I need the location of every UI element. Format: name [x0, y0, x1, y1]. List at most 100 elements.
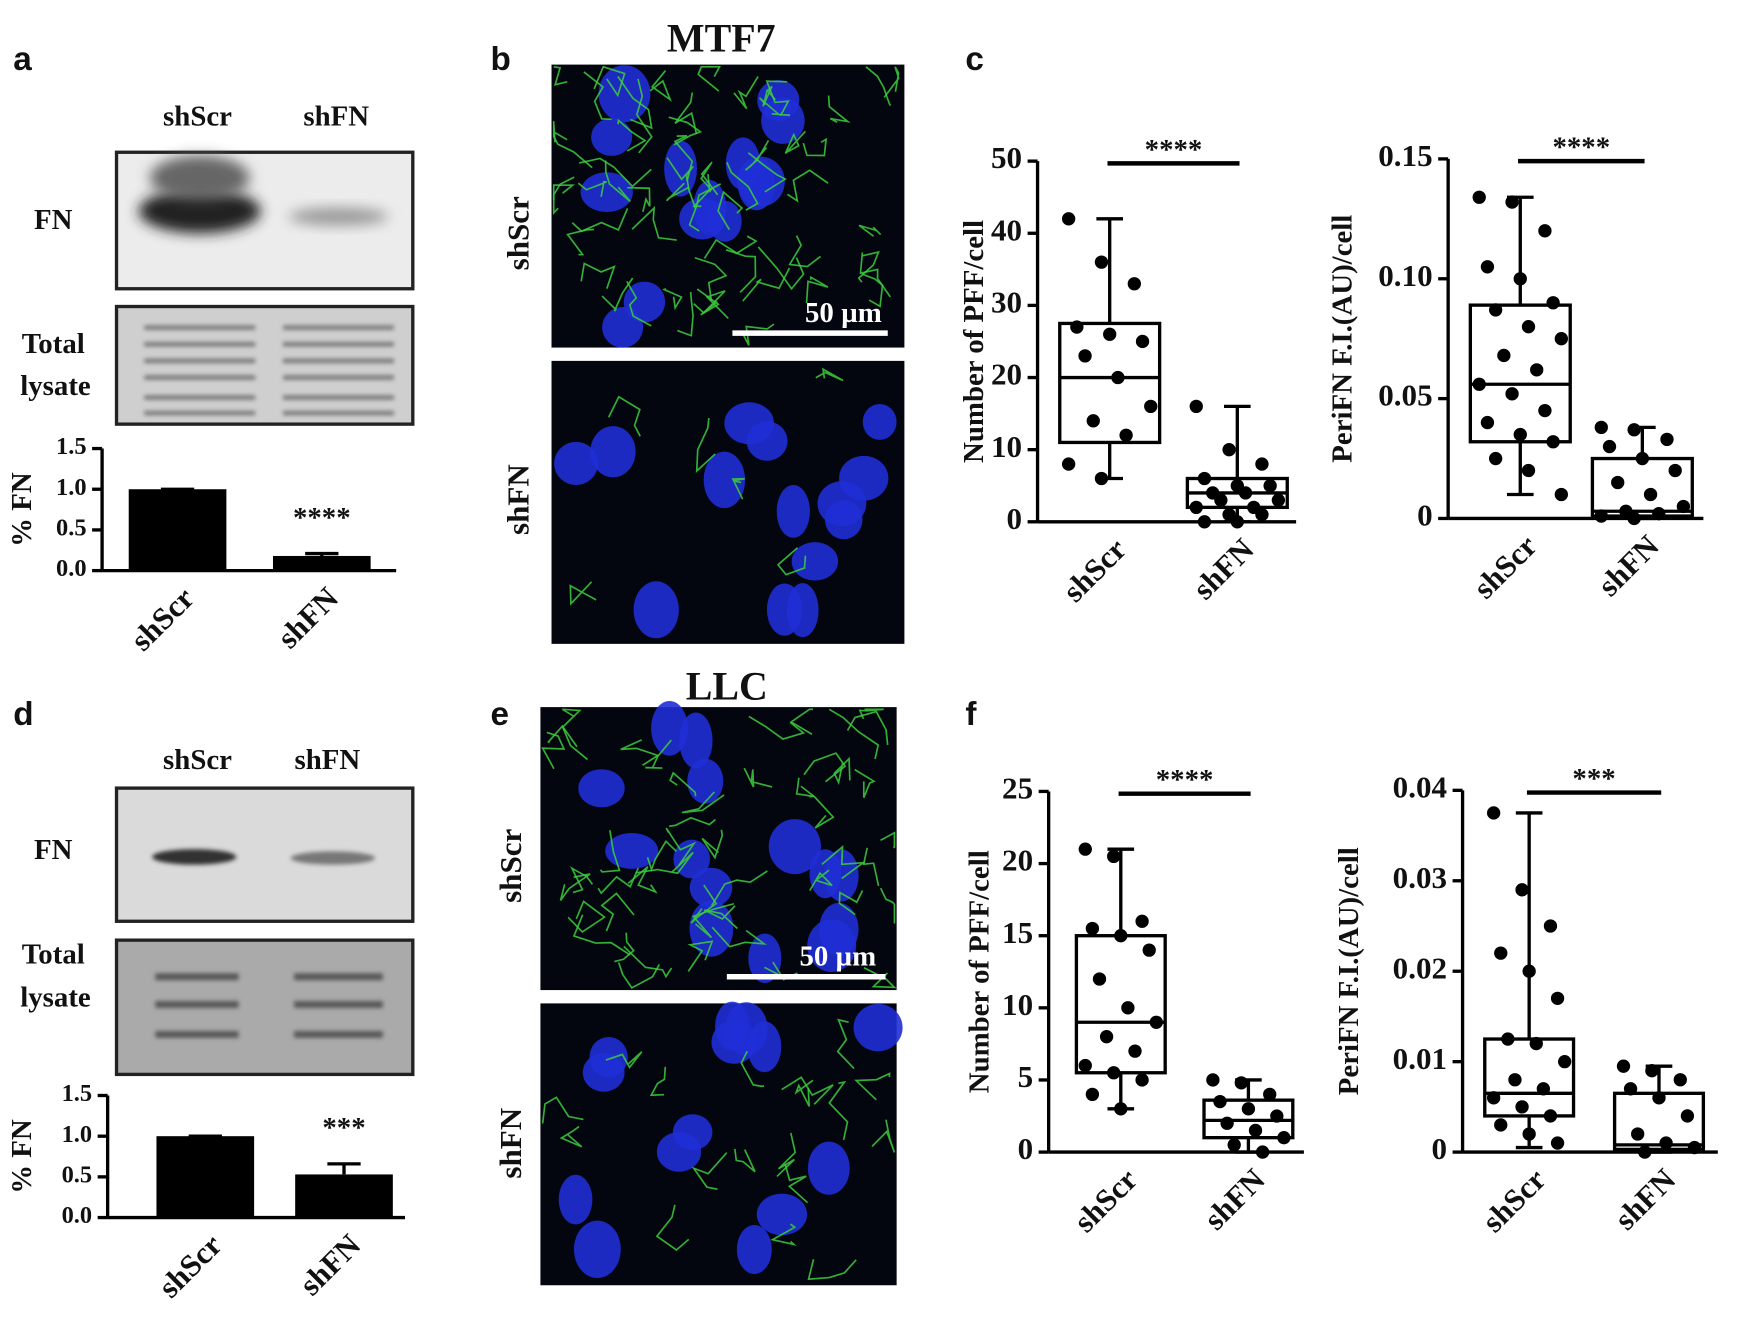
fibril — [803, 752, 847, 783]
fibril — [833, 756, 851, 786]
significance: **** — [1145, 134, 1203, 166]
fibril — [687, 940, 714, 972]
fibril — [541, 731, 566, 770]
fibril — [879, 887, 896, 924]
data-point — [1543, 1109, 1558, 1123]
y-tick-label: 0.0 — [56, 555, 87, 582]
data-point — [1638, 1145, 1652, 1159]
data-point — [1238, 486, 1253, 500]
y-tick-label: 25 — [1002, 771, 1033, 806]
fibril — [649, 70, 672, 102]
fibril — [627, 865, 658, 894]
blot-d — [114, 786, 415, 1077]
data-point — [1558, 1054, 1572, 1069]
nucleus — [786, 583, 819, 638]
y-axis-label: Number of PFF/cell — [964, 850, 996, 1093]
data-point — [1061, 457, 1076, 471]
fibril — [617, 118, 647, 152]
data-point — [1488, 303, 1503, 317]
fibril — [858, 224, 882, 237]
fibril — [691, 902, 735, 939]
fibril — [649, 1066, 667, 1097]
data-point — [1486, 806, 1501, 820]
data-point — [1135, 914, 1149, 928]
y-tick-label: 0 — [1018, 1131, 1034, 1166]
fibril — [703, 905, 738, 930]
data-point — [1635, 451, 1650, 466]
fibril — [566, 228, 595, 256]
fibril — [747, 152, 787, 193]
data-point — [1673, 1073, 1687, 1087]
data-point — [1220, 1116, 1234, 1130]
data-point — [1521, 463, 1536, 478]
y-axis-label: PeriFN F.I.(AU)/cell — [1327, 215, 1359, 463]
fibril — [623, 945, 673, 979]
data-point — [1659, 1136, 1673, 1150]
y-tick-label: 15 — [1002, 915, 1033, 950]
box — [1483, 1037, 1576, 1118]
data-point — [1078, 1058, 1092, 1073]
nucleus — [839, 455, 889, 501]
fibril — [601, 277, 634, 312]
fibril — [748, 715, 806, 741]
data-point — [1189, 500, 1203, 515]
micrograph-title: LLC — [686, 664, 768, 709]
y-tick-label: 40 — [991, 212, 1022, 247]
data-point — [1197, 471, 1212, 486]
nucleus — [736, 156, 785, 207]
fibril — [836, 1018, 855, 1070]
fibril — [561, 708, 582, 748]
fibril — [600, 892, 635, 932]
scale-bar-label: 50 µm — [799, 941, 876, 973]
y-tick-label: 0.5 — [62, 1161, 93, 1188]
data-point — [1554, 487, 1568, 502]
fibril — [717, 190, 744, 231]
nucleus — [746, 421, 788, 461]
significance: **** — [1156, 764, 1214, 796]
data-point — [1538, 224, 1552, 238]
fibril — [646, 839, 678, 872]
fibril — [677, 291, 694, 337]
panel-label: a — [13, 41, 32, 78]
nucleus — [554, 441, 599, 485]
nucleus — [791, 542, 839, 581]
fibril — [572, 914, 631, 956]
fibril — [770, 1223, 797, 1246]
fibril — [593, 65, 626, 98]
data-point — [1643, 487, 1658, 502]
panel-label: f — [965, 696, 977, 733]
data-point — [1513, 427, 1527, 442]
y-tick-label: 1.0 — [62, 1121, 93, 1148]
fibril — [786, 169, 829, 203]
data-point — [1508, 1073, 1522, 1087]
data-point — [1550, 1136, 1565, 1150]
fibril — [627, 186, 651, 212]
y-tick-label: 0.10 — [1378, 258, 1432, 293]
fibril — [784, 1163, 809, 1204]
row-label: shFN — [501, 464, 536, 535]
nucleus — [623, 281, 666, 323]
data-point — [1144, 399, 1158, 414]
lane-label: shScr — [163, 744, 232, 776]
data-point — [1536, 1082, 1551, 1096]
y-axis-label: % FN — [6, 472, 38, 547]
fibril — [578, 157, 652, 188]
fibril — [742, 267, 791, 302]
data-point — [1652, 507, 1666, 521]
data-point — [1472, 190, 1486, 204]
lane-label: shFN — [303, 101, 369, 133]
bar — [272, 555, 371, 571]
nucleus — [578, 769, 625, 808]
bar — [295, 1174, 393, 1218]
fibril — [742, 323, 775, 346]
fibril — [854, 768, 876, 798]
row-label: FN — [34, 204, 73, 236]
fibril — [700, 161, 719, 196]
lane-label: shFN — [295, 744, 361, 776]
fibril — [668, 116, 703, 146]
nucleus — [664, 140, 697, 197]
fibril — [665, 182, 697, 209]
fibril — [635, 78, 653, 154]
data-point — [1121, 1001, 1135, 1015]
fibril — [541, 1096, 584, 1124]
